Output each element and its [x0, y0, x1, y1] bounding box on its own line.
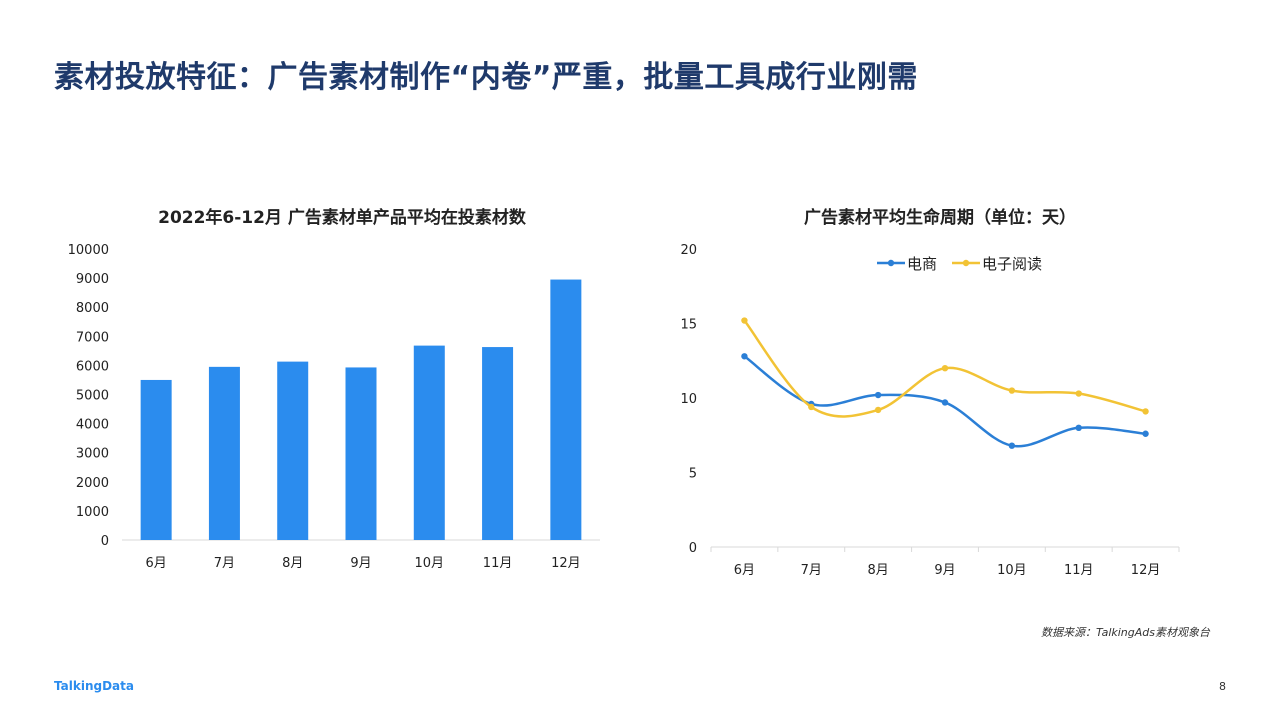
x-tick-label: 6月 [146, 556, 167, 571]
y-tick-label: 0 [101, 534, 109, 549]
y-tick-label: 5 [689, 467, 697, 482]
x-tick-label: 8月 [282, 556, 303, 571]
line-chart-title: 广告素材平均生命周期（单位：天） [804, 208, 1076, 228]
x-tick-label: 12月 [1131, 563, 1161, 578]
y-tick-label: 9000 [76, 272, 109, 287]
y-tick-label: 1000 [76, 505, 109, 520]
y-tick-label: 7000 [76, 330, 109, 345]
x-tick-label: 10月 [997, 563, 1027, 578]
series-point [1075, 424, 1082, 431]
bar [413, 345, 445, 540]
series-point [874, 391, 882, 399]
y-tick-label: 0 [689, 541, 697, 556]
y-tick-label: 2000 [76, 476, 109, 491]
x-tick-label: 7月 [801, 563, 822, 578]
bar [550, 279, 582, 540]
bar [208, 366, 240, 540]
y-tick-label: 10000 [68, 243, 109, 258]
bar-chart: 0 1000 2000 3000 4000 5000 6000 7000 8000 9000 100… [68, 243, 600, 571]
x-tick-label: 9月 [350, 556, 371, 571]
y-tick-label: 5000 [76, 389, 109, 404]
y-tick-label: 8000 [76, 301, 109, 316]
y-tick-label: 3000 [76, 447, 109, 462]
x-tick-label: 6月 [734, 563, 755, 578]
talkingdata-logo: TalkingData [54, 679, 134, 693]
x-tick-label: 9月 [934, 563, 955, 578]
x-tick-label: 7月 [214, 556, 235, 571]
y-tick-label: 15 [680, 318, 697, 333]
x-tick-label: 12月 [551, 556, 581, 571]
data-source-note: 数据来源：TalkingAds素材观象台 [1041, 626, 1210, 639]
series-point [808, 403, 815, 411]
x-tick-label: 10月 [415, 556, 445, 571]
legend-label: 电商 [907, 255, 937, 273]
x-tick-label: 11月 [1064, 563, 1094, 578]
x-tick-label: 8月 [868, 563, 889, 578]
series-point [1008, 442, 1016, 449]
page-title: 素材投放特征：广告素材制作“内卷”严重，批量工具成行业刚需 [54, 60, 918, 95]
bar [345, 367, 377, 540]
series-point [1075, 390, 1082, 397]
series-point [874, 406, 882, 414]
series-point [1142, 430, 1149, 437]
legend-marker [962, 259, 970, 267]
series-point [1142, 408, 1149, 415]
series-point [941, 365, 949, 372]
bar-chart-title: 2022年6-12月 广告素材单产品平均在投素材数 [158, 208, 526, 228]
series-point [741, 353, 748, 360]
line-chart: 0 5 10 15 20 6月 7月 8月 9月 10月 11月 12月 电商 电子阅读 [680, 243, 1180, 578]
x-tick-label: 11月 [483, 556, 513, 571]
y-tick-label: 10 [680, 392, 697, 407]
y-tick-label: 20 [680, 243, 697, 258]
series-point [741, 317, 748, 324]
y-tick-label: 4000 [76, 418, 109, 433]
bar [140, 379, 172, 540]
legend-marker [887, 259, 895, 267]
legend-label: 电子阅读 [982, 255, 1042, 273]
bar [277, 361, 309, 540]
page-number: 8 [1219, 680, 1226, 693]
y-tick-label: 6000 [76, 359, 109, 374]
series-point [941, 399, 949, 406]
series-point [1008, 387, 1016, 394]
bar [482, 347, 514, 540]
